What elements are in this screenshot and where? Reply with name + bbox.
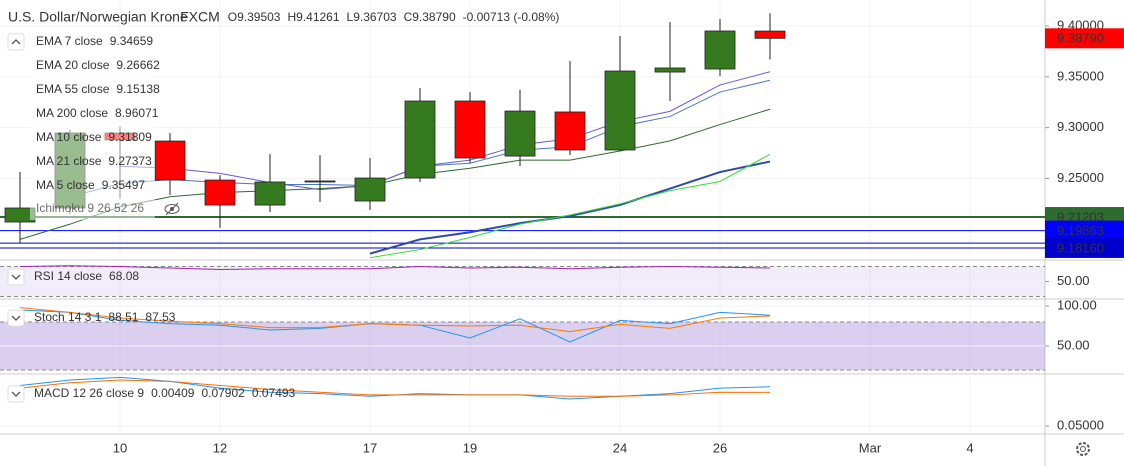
legend-value: 9.15138 <box>116 82 160 96</box>
candle-body <box>504 110 536 157</box>
legend-name: EMA 7 close <box>36 34 103 48</box>
pane <box>0 262 1045 298</box>
ohlc-change: -0.00713 (-0.08%) <box>463 10 560 24</box>
candle-body <box>254 181 286 206</box>
candle-body <box>654 67 686 73</box>
symbol-name: U.S. Dollar/Norwegian Krone <box>8 9 188 25</box>
chevron-icon <box>11 315 21 321</box>
price-tick-label: 9.30000 <box>1057 119 1104 134</box>
candle-body <box>304 180 336 183</box>
indicator-title: MACD 12 26 close 9 <box>34 386 144 400</box>
candle-body <box>604 70 636 151</box>
indicator-title: RSI 14 close <box>34 269 102 283</box>
price-tick-label: 9.35000 <box>1057 68 1104 83</box>
legend-value: 9.26662 <box>116 58 160 72</box>
eye-slash <box>165 202 179 216</box>
indicator-line <box>19 379 771 397</box>
indicator-line <box>369 153 771 258</box>
ohlc-close: C9.38790 <box>404 10 456 24</box>
ohlc-low: L9.36703 <box>347 10 397 24</box>
legend-value: 8.96071 <box>115 106 159 120</box>
collapse-button <box>7 385 25 403</box>
indicator-line <box>19 307 771 333</box>
legend-value: 9.35497 <box>102 178 146 192</box>
time-label: 12 <box>213 440 227 455</box>
legend-value: 0.00409 <box>151 386 195 400</box>
exchange-name: FXCM <box>180 9 220 25</box>
candle-body <box>704 30 736 70</box>
legend-value: 88.51 <box>108 310 138 324</box>
collapse-button <box>7 268 25 286</box>
price-box-label: 9.19863 <box>1057 223 1104 238</box>
separator: · <box>169 9 174 25</box>
legend-name: MA 5 close <box>36 178 95 192</box>
legend-name: EMA 20 close <box>36 58 110 72</box>
time-label: 24 <box>613 440 627 455</box>
candle-body <box>454 100 486 159</box>
legend-value: 9.34659 <box>110 34 154 48</box>
legend-value: 0.07902 <box>201 386 245 400</box>
indicator-line <box>369 160 771 255</box>
pane <box>0 0 1045 258</box>
candle-body <box>554 111 586 151</box>
eye-icon <box>164 204 180 214</box>
legend-value: 87.53 <box>145 310 175 324</box>
price-box <box>1045 237 1124 258</box>
legend-value: 0.07493 <box>252 386 296 400</box>
settings-icon[interactable] <box>1076 442 1090 456</box>
legend-value: 9.27373 <box>108 154 152 168</box>
pane <box>0 300 1045 372</box>
time-label: 17 <box>363 440 377 455</box>
ichimoku-label: Ichimoku 9 26 52 26 <box>36 201 144 215</box>
price-box-label: 9.18160 <box>1057 240 1104 255</box>
indicator-line <box>119 71 771 191</box>
price-box-label: 9.38790 <box>1057 31 1104 46</box>
candle-body <box>154 140 186 181</box>
candle-body <box>204 179 236 206</box>
price-tick-label: 50.00 <box>1057 273 1090 288</box>
time-label: 26 <box>713 440 727 455</box>
indicator-line <box>19 265 771 271</box>
legend-name: EMA 55 close <box>36 82 110 96</box>
price-tick-label: 100.00 <box>1057 297 1097 312</box>
chevron-icon <box>11 274 21 280</box>
price-box <box>1045 28 1124 49</box>
collapse-button <box>7 33 25 51</box>
ohlc-open: O9.39503 <box>228 10 281 24</box>
price-tick-label: 9.25000 <box>1057 170 1104 185</box>
price-box <box>1045 220 1124 241</box>
legend-name: MA 10 close <box>36 130 102 144</box>
legend-veil <box>30 30 155 220</box>
chevron-icon <box>11 39 21 45</box>
candle-body <box>754 30 786 39</box>
settings-hub <box>1080 446 1086 452</box>
legend-value: 68.08 <box>109 269 139 283</box>
legend-value: 9.31809 <box>108 130 152 144</box>
legend-name: MA 200 close <box>36 106 108 120</box>
time-label: 4 <box>966 440 973 455</box>
candle-body <box>354 177 386 202</box>
ohlc-high: H9.41261 <box>287 10 339 24</box>
indicator-title: Stoch 14 3 1 <box>34 310 102 324</box>
price-tick-label: 50.00 <box>1057 337 1090 352</box>
collapse-button <box>7 309 25 327</box>
candle-body <box>404 100 436 179</box>
legend-name: MA 21 close <box>36 154 102 168</box>
price-tick-label: 0.05000 <box>1057 417 1104 432</box>
time-label: 19 <box>463 440 477 455</box>
pane <box>0 376 1045 432</box>
time-label: Mar <box>859 440 882 455</box>
time-label: 10 <box>113 440 127 455</box>
chevron-icon <box>11 391 21 397</box>
